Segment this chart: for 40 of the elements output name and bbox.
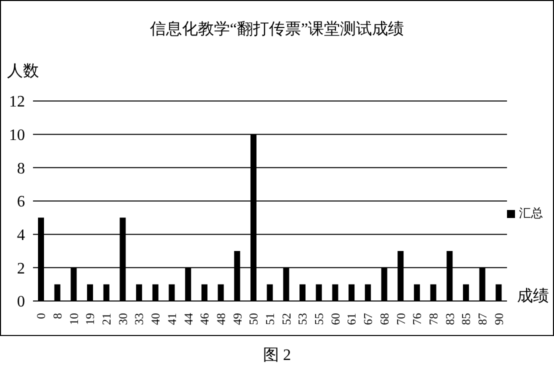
- x-tick-label: 46: [198, 313, 212, 325]
- x-tick-label: 52: [279, 313, 294, 325]
- x-tick-label: 85: [459, 313, 474, 325]
- x-axis-title: 成绩: [517, 286, 549, 307]
- y-tick-label: 10: [9, 127, 25, 144]
- y-tick-label: 8: [17, 160, 25, 178]
- x-tick-label: 90: [492, 313, 506, 325]
- x-tick-label: 40: [148, 313, 163, 325]
- x-tick-label: 51: [263, 313, 277, 325]
- x-tick-label: 30: [116, 313, 130, 325]
- x-tick-label: 83: [442, 313, 457, 325]
- x-tick-label: 21: [100, 313, 114, 325]
- y-tick-label: 12: [9, 94, 25, 111]
- y-tick-label: 4: [17, 227, 25, 244]
- y-tick-label: 2: [17, 260, 25, 278]
- x-tick-label: 50: [246, 313, 261, 325]
- y-tick-label: 6: [17, 194, 25, 211]
- x-tick-label: 19: [83, 313, 98, 325]
- caption: 图 2: [262, 346, 292, 366]
- x-tick-label: 87: [475, 313, 490, 325]
- legend-label: 汇总: [519, 206, 543, 220]
- x-tick-label: 61: [344, 313, 359, 325]
- y-axis-title: 人数: [7, 62, 39, 82]
- x-tick-label: 70: [394, 313, 408, 325]
- x-tick-label: 53: [296, 313, 310, 325]
- x-tick-label: 33: [132, 313, 146, 325]
- chart-title: 信息化教学“翻打传票”课堂测试成绩: [148, 20, 406, 40]
- x-tick-label: 0: [34, 313, 48, 319]
- x-tick-label: 41: [164, 313, 179, 325]
- x-tick-label: 10: [66, 313, 81, 325]
- x-tick-label: 55: [312, 313, 326, 325]
- x-tick-label: 44: [181, 313, 196, 325]
- x-tick-label: 8: [50, 313, 65, 319]
- x-tick-label: 76: [410, 313, 424, 325]
- x-tick-label: 48: [214, 313, 228, 325]
- x-tick-label: 67: [361, 313, 376, 325]
- x-tick-label: 78: [426, 313, 440, 325]
- x-tick-label: 60: [328, 313, 342, 325]
- x-tick-label: 68: [377, 313, 392, 325]
- x-tick-label: 49: [230, 313, 244, 325]
